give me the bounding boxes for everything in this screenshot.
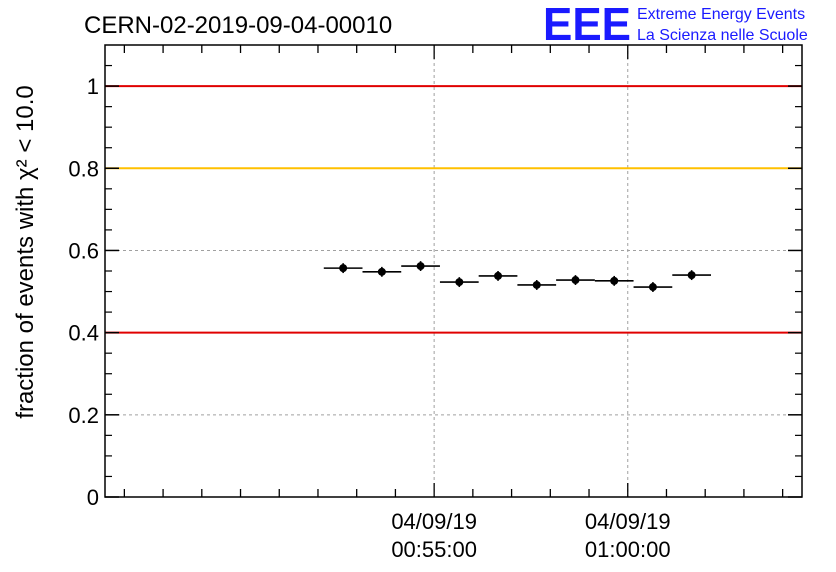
logo-letters: EEE: [543, 0, 631, 50]
data-point: [455, 278, 464, 287]
data-point: [687, 271, 696, 280]
x-tick-time-label: 01:00:00: [585, 537, 671, 562]
data-point: [494, 271, 503, 280]
data-point: [610, 276, 619, 285]
logo-line2: La Scienza nelle Scuole: [637, 27, 808, 44]
data-point: [648, 283, 657, 292]
axes: 0 0.2 0.4 0.6 0.8 1 04/09/19 00:55:00 04/09/19 01…: [68, 44, 803, 562]
data-point: [571, 276, 580, 285]
data-point: [377, 267, 386, 276]
plot-frame: [104, 44, 803, 498]
y-tick-label: 0: [87, 485, 99, 510]
y-tick-label: 1: [87, 74, 99, 99]
y-axis-label: fraction of events with χ² < 10.0: [12, 85, 39, 418]
y-tick-label: 0.8: [68, 156, 99, 181]
x-tick-date-label: 04/09/19: [585, 509, 671, 534]
data-point: [339, 264, 348, 273]
data-point: [532, 280, 541, 289]
threshold-lines: [105, 85, 802, 334]
data-point: [416, 262, 425, 271]
chart-title: CERN-02-2019-09-04-00010: [84, 12, 392, 39]
x-tick-date-label: 04/09/19: [391, 509, 477, 534]
data-points: [323, 261, 712, 292]
y-tick-label: 0.2: [68, 403, 99, 428]
y-tick-label: 0.4: [68, 321, 99, 346]
y-tick-label: 0.6: [68, 238, 99, 263]
eee-logo: EEE Extreme Energy Events La Scienza nel…: [543, 0, 808, 50]
grid: [105, 45, 802, 497]
x-tick-time-label: 00:55:00: [391, 537, 477, 562]
logo-line1: Extreme Energy Events: [637, 6, 805, 23]
